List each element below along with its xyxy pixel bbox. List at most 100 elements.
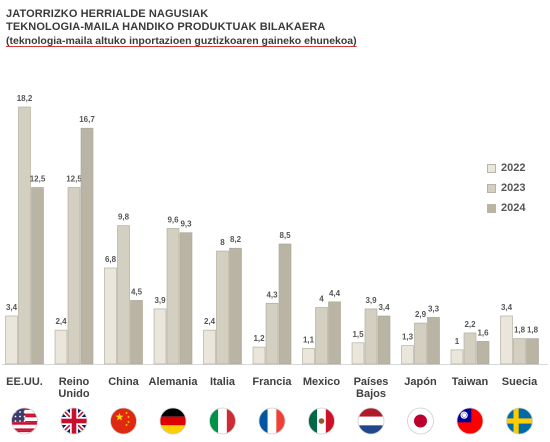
sweden-flag-icon: [506, 407, 533, 435]
bar-italia-2023: [216, 250, 229, 365]
bar-mexico-2024: [328, 301, 341, 365]
category-label-mexico: Mexico: [303, 376, 341, 388]
bar-mexico-2022: [302, 348, 315, 365]
category-label-suecia: Suecia: [502, 376, 538, 388]
data-label-reino-unido-2022: 2,4: [55, 317, 67, 326]
category-label-francia: Francia: [252, 376, 292, 388]
data-label-jap-n-2022: 1,3: [402, 333, 414, 342]
bar-jap-n-2024: [427, 317, 440, 365]
data-label-china-2022: 6,8: [105, 255, 117, 264]
bar-jap-n-2022: [401, 345, 414, 365]
bar-alemania-2023: [166, 228, 180, 365]
bar-suecia-2022: [500, 315, 513, 365]
chart-title-block: JATORRIZKO HERRIALDE NAGUSIAK TEKNOLOGIA…: [6, 8, 357, 48]
chart-legend: 2022 2023 2024: [487, 158, 525, 218]
data-label-taiwan-2023: 2,2: [464, 320, 476, 329]
data-label-italia-2024: 8,2: [230, 235, 242, 244]
legend-item-2022: 2022: [487, 158, 525, 178]
data-label-suecia-2022: 3,4: [501, 303, 513, 312]
chart-title: JATORRIZKO HERRIALDE NAGUSIAK: [6, 8, 209, 20]
bar-alemania-2022: [153, 308, 167, 365]
bar-china-2024: [130, 300, 143, 365]
legend-item-2023: 2023: [487, 178, 525, 198]
category-label-alemania: Alemania: [149, 376, 199, 388]
bar-taiwan-2022: [450, 349, 464, 365]
bar-china-2023: [117, 225, 130, 365]
bar-ee-uu--2024: [31, 187, 44, 365]
legend-swatch-2023: [487, 183, 496, 193]
data-label-reino-unido-2024: 16,7: [79, 115, 95, 124]
data-label-taiwan-2024: 1,6: [477, 328, 489, 337]
bar-francia-2024: [278, 243, 292, 365]
data-label-francia-2022: 1,2: [253, 334, 265, 343]
bar-reino-unido-2024: [80, 127, 94, 365]
data-label-alemania-2024: 9,3: [180, 220, 192, 229]
category-label-italia: Italia: [210, 376, 236, 388]
chart-units-note: (teknologia-maila altuko inportazioen gu…: [6, 35, 357, 47]
mexico-flag-icon: [308, 407, 335, 435]
legend-swatch-2022: [487, 163, 496, 173]
data-label-alemania-2022: 3,9: [154, 296, 166, 305]
netherlands-flag-icon: [357, 407, 385, 435]
bar-suecia-2024: [526, 338, 539, 365]
data-label-china-2024: 4,5: [131, 287, 143, 296]
germany-flag-icon: [159, 407, 187, 435]
bar-pa-ses-bajos-2022: [351, 342, 365, 365]
legend-item-2024: 2024: [487, 198, 525, 218]
legend-swatch-2024: [487, 203, 496, 213]
legend-label-2024: 2024: [501, 202, 526, 214]
bar-reino-unido-2022: [54, 329, 68, 365]
uk-flag-icon: [60, 407, 88, 435]
category-label-jap-n: Japón: [404, 376, 437, 388]
bar-taiwan-2024: [476, 341, 490, 365]
bar-reino-unido-2023: [67, 187, 81, 365]
data-label-suecia-2024: 1,8: [527, 326, 539, 335]
category-label-reino-unido: Reino Unido: [58, 376, 89, 400]
bar-francia-2022: [252, 346, 266, 365]
data-label-alemania-2023: 9,6: [167, 215, 179, 224]
category-label-china: China: [108, 376, 139, 388]
taiwan-flag-icon: [456, 407, 484, 435]
data-label-ee-uu--2023: 18,2: [17, 94, 33, 103]
data-label-pa-ses-bajos-2023: 3,9: [365, 296, 377, 305]
bar-pa-ses-bajos-2023: [364, 308, 378, 365]
data-label-jap-n-2024: 3,3: [428, 304, 440, 313]
bar-ee-uu--2023: [18, 106, 31, 365]
data-label-suecia-2023: 1,8: [514, 326, 526, 335]
category-label-pa-ses-bajos: Países Bajos: [354, 376, 389, 400]
data-label-mexico-2023: 4: [319, 295, 324, 304]
bar-italia-2022: [203, 329, 216, 365]
bar-ee-uu--2022: [5, 315, 18, 365]
bar-taiwan-2023: [463, 332, 477, 365]
data-label-francia-2023: 4,3: [266, 290, 278, 299]
data-label-mexico-2022: 1,1: [303, 335, 315, 344]
data-label-china-2023: 9,8: [118, 213, 130, 222]
bar-china-2022: [104, 267, 117, 365]
data-label-taiwan-2022: 1: [455, 337, 460, 346]
bar-francia-2023: [265, 302, 279, 365]
chart-subtitle: TEKNOLOGIA-MAILA HANDIKO PRODUKTUAK BILA…: [6, 21, 326, 33]
data-label-ee-uu--2022: 3,4: [6, 303, 18, 312]
data-label-italia-2023: 8: [220, 238, 225, 247]
bar-suecia-2023: [513, 338, 526, 365]
category-label-taiwan: Taiwan: [452, 376, 489, 388]
bar-alemania-2024: [179, 232, 193, 365]
data-label-francia-2024: 8,5: [279, 231, 291, 240]
italy-flag-icon: [209, 407, 236, 435]
data-label-pa-ses-bajos-2022: 1,5: [352, 330, 364, 339]
china-flag-icon: [110, 407, 137, 435]
legend-label-2023: 2023: [501, 182, 526, 194]
bar-pa-ses-bajos-2024: [377, 315, 391, 365]
bar-jap-n-2023: [414, 322, 427, 365]
data-label-pa-ses-bajos-2024: 3,4: [378, 303, 390, 312]
bar-mexico-2023: [315, 307, 328, 365]
data-label-italia-2022: 2,4: [204, 317, 216, 326]
data-label-ee-uu--2024: 12,5: [30, 174, 46, 183]
data-label-mexico-2024: 4,4: [329, 289, 341, 298]
us-flag-icon: [11, 407, 38, 435]
data-label-reino-unido-2023: 12,5: [66, 174, 82, 183]
japan-flag-icon: [407, 407, 434, 435]
bar-italia-2024: [229, 247, 242, 365]
data-label-jap-n-2023: 2,9: [415, 310, 427, 319]
